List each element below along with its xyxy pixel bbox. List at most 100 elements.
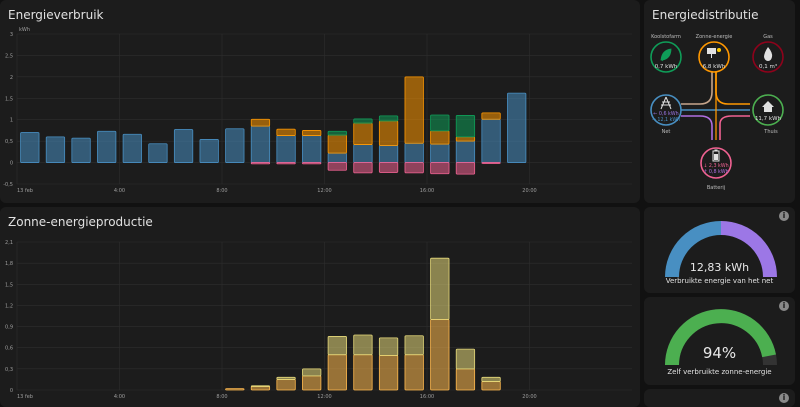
x-tick-label: 13 feb: [17, 188, 33, 194]
solar-gauge-label: Zelf verbruikte zonne-energie: [667, 368, 772, 376]
bar-segment[interactable]: [225, 388, 245, 391]
bar-segment[interactable]: [97, 130, 117, 163]
bar-segment[interactable]: [481, 118, 501, 163]
bar-segment[interactable]: [327, 130, 347, 136]
x-tick-label: 16:00: [420, 394, 434, 400]
bar-segment[interactable]: [404, 142, 424, 163]
bar-segment[interactable]: [276, 379, 296, 391]
bar-segment[interactable]: [327, 354, 347, 391]
bar-segment[interactable]: [302, 130, 322, 136]
bar-segment[interactable]: [276, 128, 296, 136]
x-tick-label: 13 feb: [17, 394, 33, 400]
bar-segment[interactable]: [378, 355, 399, 391]
bar-segment[interactable]: [378, 162, 399, 173]
bar-segment[interactable]: [481, 112, 501, 120]
bar-segment[interactable]: [378, 145, 399, 163]
bar-segment[interactable]: [481, 376, 501, 382]
y-unit-label: kWh: [19, 27, 30, 33]
bar-segment[interactable]: [302, 375, 322, 391]
node-solar[interactable]: Zonne-energie 6,8 kWh: [696, 34, 733, 73]
bar-segment[interactable]: [378, 337, 399, 356]
bar-segment[interactable]: [20, 132, 40, 163]
y-tick-label: 2: [10, 75, 13, 81]
y-tick-label: 0: [10, 388, 13, 394]
bar-segment[interactable]: [45, 136, 66, 163]
bar-segment[interactable]: [327, 162, 347, 171]
bar-segment[interactable]: [225, 128, 245, 163]
bar-segment[interactable]: [353, 354, 373, 391]
grid-label: Net: [662, 129, 671, 135]
info-icon[interactable]: i: [779, 301, 789, 311]
bar-segment[interactable]: [455, 162, 476, 175]
y-tick-label: 0,3: [5, 367, 13, 373]
bar-segment[interactable]: [327, 134, 347, 154]
energy-distribution-card: Energiedistributie Koolstofarm 0,7 kWh Z…: [644, 0, 795, 203]
bar-segment[interactable]: [276, 135, 296, 163]
bar-segment[interactable]: [199, 139, 219, 163]
bar-segment[interactable]: [353, 122, 373, 145]
bar-segment[interactable]: [507, 92, 527, 163]
bar-segment[interactable]: [378, 115, 399, 122]
node-low-carbon[interactable]: Koolstofarm 0,7 kWh: [650, 34, 682, 73]
bar-segment[interactable]: [430, 143, 450, 163]
bar-segment[interactable]: [353, 162, 373, 174]
node-battery[interactable]: ↓ 2,3 kWh ↑ 0,8 kWh Batterij: [700, 147, 732, 191]
info-icon[interactable]: i: [779, 393, 789, 403]
bar-segment[interactable]: [430, 257, 450, 320]
bar-segment[interactable]: [250, 118, 271, 127]
bar-segment[interactable]: [353, 118, 373, 124]
bar-segment[interactable]: [430, 319, 450, 391]
bar-segment[interactable]: [302, 162, 322, 165]
bar-segment[interactable]: [173, 129, 194, 163]
grid-consumption-value: → 12,1 kWh: [652, 117, 680, 123]
bar-segment[interactable]: [327, 336, 347, 356]
bar-segment[interactable]: [302, 135, 322, 163]
energy-usage-chart[interactable]: 3 2,5 2 1,5 1 0,5 0 -0,5 kWh 13 feb 4:00 8:00 12:00 1…: [0, 0, 640, 203]
solar-gauge: [665, 309, 777, 366]
solar-production-chart[interactable]: 2,1 1,8 1,5 1,2 0,9 0,6 0,3 0 13 feb 4:00 8:00 12:0…: [0, 207, 640, 407]
battery-icon: [712, 149, 720, 162]
solar-gauge-arc: [665, 309, 776, 366]
bar-segment[interactable]: [404, 162, 424, 174]
bar-segment[interactable]: [455, 368, 476, 391]
bar-segment[interactable]: [353, 144, 373, 163]
bar-segment[interactable]: [71, 137, 91, 163]
bar-segment[interactable]: [455, 348, 476, 370]
node-grid[interactable]: ← 0,6 kWh → 12,1 kWh Net: [650, 94, 682, 135]
bar-segment[interactable]: [276, 162, 296, 165]
bar-segment[interactable]: [430, 114, 450, 132]
node-gas[interactable]: Gas 0,1 m³: [752, 34, 784, 73]
bar-segment[interactable]: [250, 125, 271, 163]
bar-segment[interactable]: [455, 115, 476, 138]
bar-segment[interactable]: [250, 162, 271, 165]
energy-distribution-title: Energiedistributie: [652, 8, 759, 22]
gas-label: Gas: [763, 34, 773, 40]
bar-segment[interactable]: [481, 162, 501, 164]
bar-segment[interactable]: [302, 368, 322, 377]
solar-gauge-card[interactable]: i 94% Zelf verbruikte zonne-energie: [644, 297, 795, 385]
bar-segment[interactable]: [122, 133, 142, 163]
bar-segment[interactable]: [250, 385, 271, 387]
bar-segment[interactable]: [327, 152, 347, 163]
info-icon[interactable]: i: [779, 211, 789, 221]
bar-segment[interactable]: [378, 120, 399, 146]
x-tick-label: 12:00: [317, 394, 331, 400]
bar-segment[interactable]: [430, 130, 450, 145]
x-tick-label: 4:00: [114, 188, 125, 194]
solar-gauge-value: 94%: [702, 344, 737, 362]
bar-segment[interactable]: [276, 376, 296, 380]
bar-segment[interactable]: [455, 140, 476, 163]
bar-segment[interactable]: [353, 334, 373, 356]
bar-segment[interactable]: [481, 381, 501, 391]
bar-segment[interactable]: [455, 136, 476, 142]
bar-segment[interactable]: [250, 386, 271, 391]
bar-segment[interactable]: [404, 354, 424, 391]
energy-distribution-diagram: Koolstofarm 0,7 kWh Zonne-energie 6,8 kW…: [650, 34, 784, 191]
bar-segment[interactable]: [148, 143, 168, 163]
node-home[interactable]: 11,7 kWh Thuis: [752, 94, 784, 135]
grid-gauge-card[interactable]: i 12,83 kWh Verbruikte energie van het n…: [644, 207, 795, 293]
bar-segment[interactable]: [430, 162, 450, 175]
flame-icon: [764, 47, 773, 61]
bar-segment[interactable]: [404, 76, 424, 144]
bar-segment[interactable]: [404, 335, 424, 356]
